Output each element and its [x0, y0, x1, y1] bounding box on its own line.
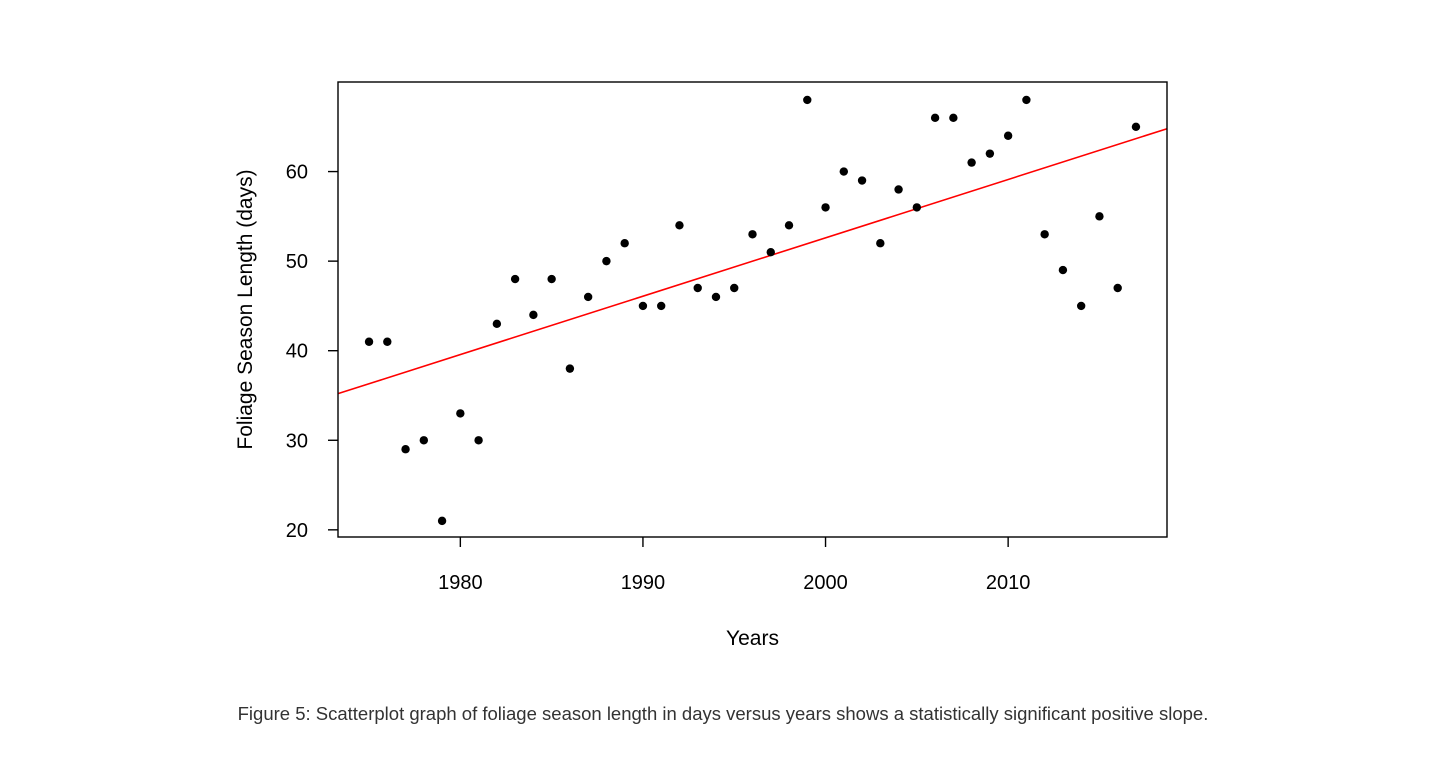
data-point — [821, 203, 830, 212]
scatter-chart: 1980 1990 2000 2010 20 30 40 50 60 Years Foliage… — [234, 81, 1168, 650]
data-point — [839, 167, 848, 176]
plot-frame — [337, 81, 1168, 538]
data-point — [565, 364, 575, 373]
data-point — [529, 310, 538, 320]
y-axis-title: Foliage Season Length (days) — [234, 169, 257, 449]
data-point — [364, 337, 374, 346]
figure-caption: Figure 5: Scatterplot graph of foliage s… — [237, 703, 1209, 724]
data-point — [967, 158, 976, 167]
x-tick-label: 1980 — [438, 572, 483, 594]
data-point — [1076, 301, 1086, 311]
trend-line — [337, 127, 1168, 395]
data-point — [748, 230, 757, 239]
x-tick-label: 1990 — [621, 572, 666, 594]
data-point — [547, 274, 556, 284]
data-point — [1022, 95, 1031, 105]
data-point — [657, 301, 666, 311]
data-point — [401, 445, 410, 454]
data-point — [419, 436, 429, 445]
data-point — [456, 409, 465, 418]
data-point — [894, 185, 903, 194]
data-point — [930, 113, 940, 123]
data-point — [583, 292, 593, 302]
data-point — [912, 203, 922, 212]
data-point — [876, 239, 885, 248]
plot-area: 1980 1990 2000 2010 20 30 40 50 60 — [286, 81, 1168, 594]
y-tick-label: 60 — [286, 162, 308, 184]
y-tick-label: 30 — [286, 430, 308, 452]
data-point — [383, 337, 392, 346]
y-tick-label: 40 — [286, 341, 308, 363]
data-point — [602, 256, 611, 266]
data-point — [474, 436, 483, 445]
y-tick-label: 20 — [286, 520, 308, 542]
data-point — [857, 176, 867, 185]
data-point — [985, 149, 995, 158]
data-point — [803, 95, 812, 105]
data-point — [784, 221, 794, 230]
x-axis-title: Years — [726, 627, 779, 650]
data-point — [949, 113, 958, 123]
data-point — [693, 283, 702, 293]
data-point — [766, 247, 775, 257]
data-point — [1003, 131, 1013, 140]
data-point — [1095, 212, 1104, 221]
data-point — [620, 239, 629, 248]
data-point — [1058, 265, 1068, 275]
data-point — [675, 221, 684, 230]
data-point — [510, 274, 520, 284]
data-point — [492, 319, 502, 329]
data-point — [1113, 283, 1122, 293]
x-tick-label: 2000 — [803, 572, 848, 594]
x-tick-label: 2010 — [986, 572, 1031, 594]
data-point — [638, 301, 648, 311]
data-point — [730, 283, 739, 293]
y-tick-label: 50 — [286, 251, 308, 273]
data-point — [711, 292, 721, 302]
data-point — [1131, 122, 1141, 131]
data-point — [437, 516, 447, 526]
data-point — [1040, 230, 1049, 239]
